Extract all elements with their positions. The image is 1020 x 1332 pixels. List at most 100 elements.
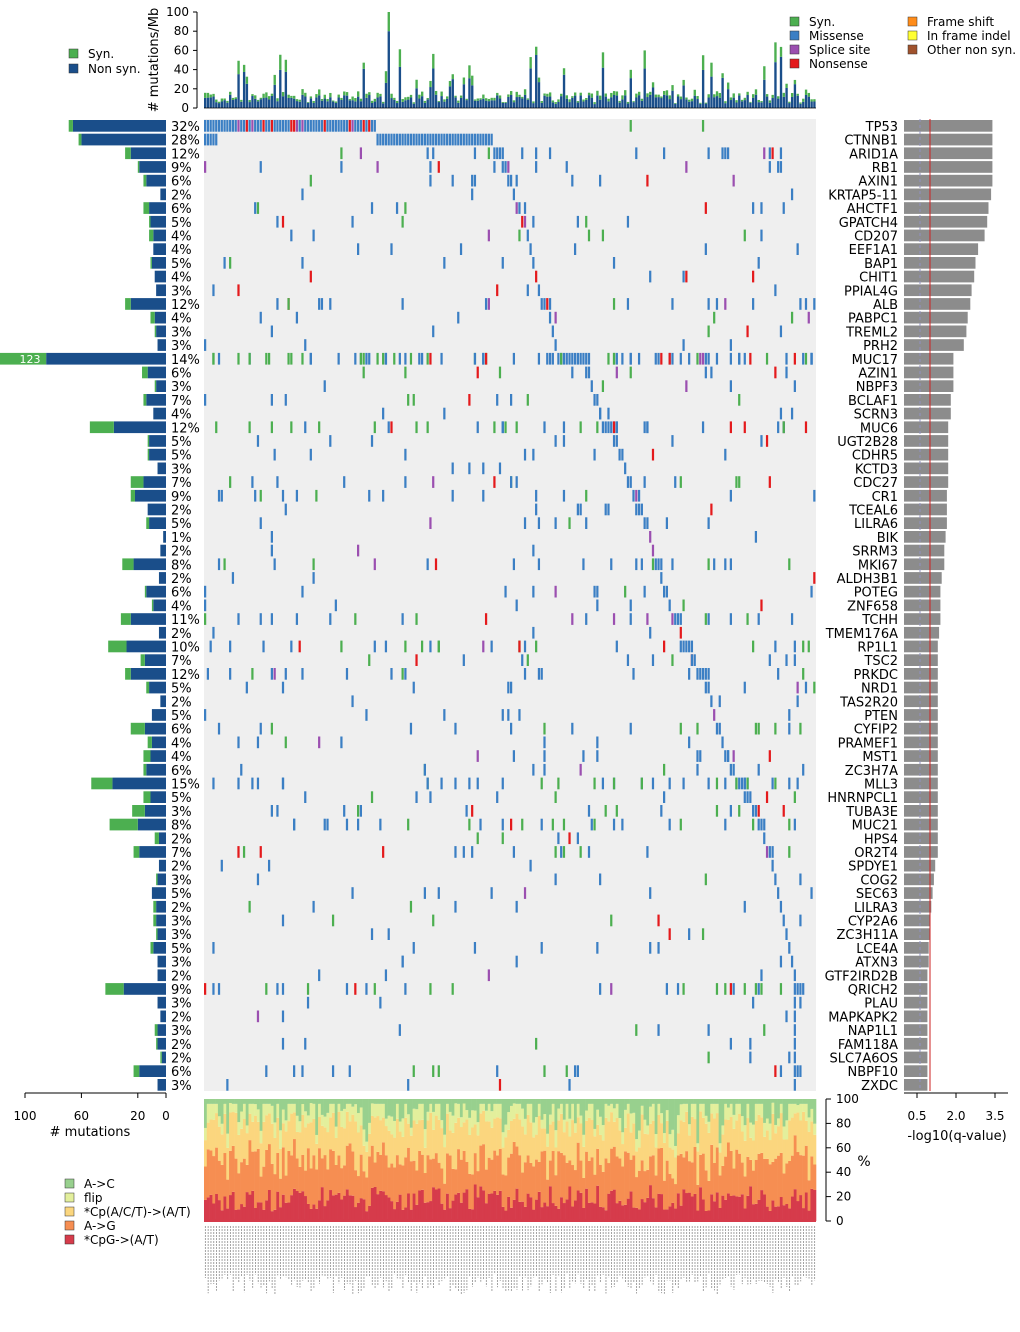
spectrum-segment [365, 1151, 369, 1178]
mutation-cell [568, 832, 571, 845]
top-bar-syn [457, 100, 460, 103]
mutation-cell [496, 791, 499, 803]
spectrum-segment [674, 1157, 678, 1185]
spectrum-segment [262, 1121, 266, 1167]
mutation-cell [323, 380, 326, 392]
sample-id-labels [204, 1226, 816, 1294]
top-bar-nonsyn [273, 84, 276, 108]
mutation-cell [306, 996, 310, 1009]
gene-name-label: CYFIP2 [854, 723, 898, 738]
top-bar-nonsyn [390, 98, 393, 108]
spectrum-segment [376, 1116, 380, 1152]
mutation-cell [729, 763, 732, 776]
spectrum-segment [743, 1176, 747, 1209]
gene-percent-label: 2% [171, 627, 192, 642]
top-bar-nonsyn [796, 95, 799, 108]
spectrum-segment [788, 1160, 792, 1209]
top-bar-syn [407, 96, 410, 100]
spectrum-segment [540, 1151, 544, 1208]
q-value-bar [904, 668, 938, 680]
mutation-cell [345, 818, 349, 831]
spectrum-segment [526, 1155, 530, 1194]
gene-name-label: BIK [877, 531, 899, 546]
mutation-cell [468, 818, 471, 831]
gene-percent-label: 12% [171, 668, 200, 683]
mutation-cell [543, 750, 546, 762]
mutation-cell [765, 846, 769, 858]
mutation-cell [729, 613, 732, 625]
mutation-cell [535, 270, 538, 283]
spectrum-segment [760, 1103, 764, 1118]
spectrum-segment [685, 1103, 689, 1112]
mutation-cell [615, 435, 618, 447]
mutation-cell [760, 202, 763, 214]
spectrum-segment [560, 1099, 564, 1104]
left-panel: 123 100 60 20 0 # mutations 32%28%12%9%6%2%… [0, 120, 200, 1140]
mutation-cell [354, 613, 357, 625]
spectrum-segment [510, 1120, 514, 1154]
spectrum-segment [721, 1125, 725, 1135]
mutation-cell [526, 284, 529, 297]
spectrum-segment [802, 1208, 806, 1221]
q-value-bar [904, 161, 993, 173]
spectrum-segment [343, 1108, 347, 1129]
mutation-cell [284, 120, 287, 132]
mutation-cell [409, 900, 413, 913]
spectrum-segment [357, 1113, 361, 1133]
mutation-cell [676, 983, 680, 995]
spectrum-segment [554, 1099, 558, 1131]
spectrum-segment [234, 1209, 238, 1221]
mutation-cell [407, 394, 410, 406]
top-bar-syn [629, 69, 632, 79]
spectrum-segment [813, 1164, 817, 1190]
mutation-cell [521, 654, 524, 666]
mutation-cell [696, 668, 699, 680]
spectrum-segment [599, 1164, 603, 1207]
top-bar-syn [337, 94, 340, 98]
spectrum-segment [323, 1127, 327, 1156]
spectrum-segment [777, 1206, 781, 1221]
spectrum-segment [340, 1199, 344, 1221]
mutation-cell [626, 654, 630, 666]
mutation-cell [267, 120, 271, 132]
mutation-cell [306, 983, 310, 995]
mutation-cell [365, 120, 368, 132]
spectrum-segment [518, 1201, 522, 1221]
mutation-cell [565, 352, 568, 365]
spectrum-segment [746, 1118, 750, 1157]
spectrum-segment [215, 1103, 219, 1114]
spectrum-segment [415, 1099, 419, 1110]
spectrum-segment [663, 1209, 667, 1221]
mutation-cell [276, 298, 279, 310]
spectrum-segment [529, 1099, 533, 1104]
top-bar-nonsyn [521, 98, 524, 108]
spectrum-segment [707, 1121, 711, 1133]
spectrum-segment [688, 1099, 692, 1125]
spectrum-segment [229, 1099, 233, 1104]
mutation-cell [793, 654, 796, 666]
mutation-cell [585, 517, 588, 529]
spectrum-segment [610, 1112, 614, 1149]
spectrum-segment [504, 1099, 508, 1125]
mutation-cell [621, 352, 624, 365]
spectrum-segment [690, 1099, 694, 1104]
mutation-cell [440, 352, 443, 365]
top-bar-syn [267, 96, 271, 100]
mutation-cell [382, 133, 385, 146]
left-bar-nonsyn [146, 174, 166, 187]
mutation-cell [404, 202, 407, 214]
left-x-tick-label: 20 [130, 1109, 145, 1123]
mutation-cell [732, 174, 735, 187]
mutation-cell [771, 147, 774, 160]
mutation-cell [690, 654, 694, 666]
top-bar-syn [387, 12, 390, 32]
top-bar-syn [785, 83, 788, 88]
mutation-cell [301, 188, 304, 201]
mutation-cell [810, 887, 813, 899]
spectrum-segment [557, 1108, 561, 1121]
gene-percent-label: 6% [171, 586, 192, 601]
spectrum-segment [393, 1209, 397, 1221]
spectrum-segment [401, 1209, 405, 1221]
mutation-cell [510, 818, 513, 831]
spectrum-segment [345, 1189, 349, 1221]
